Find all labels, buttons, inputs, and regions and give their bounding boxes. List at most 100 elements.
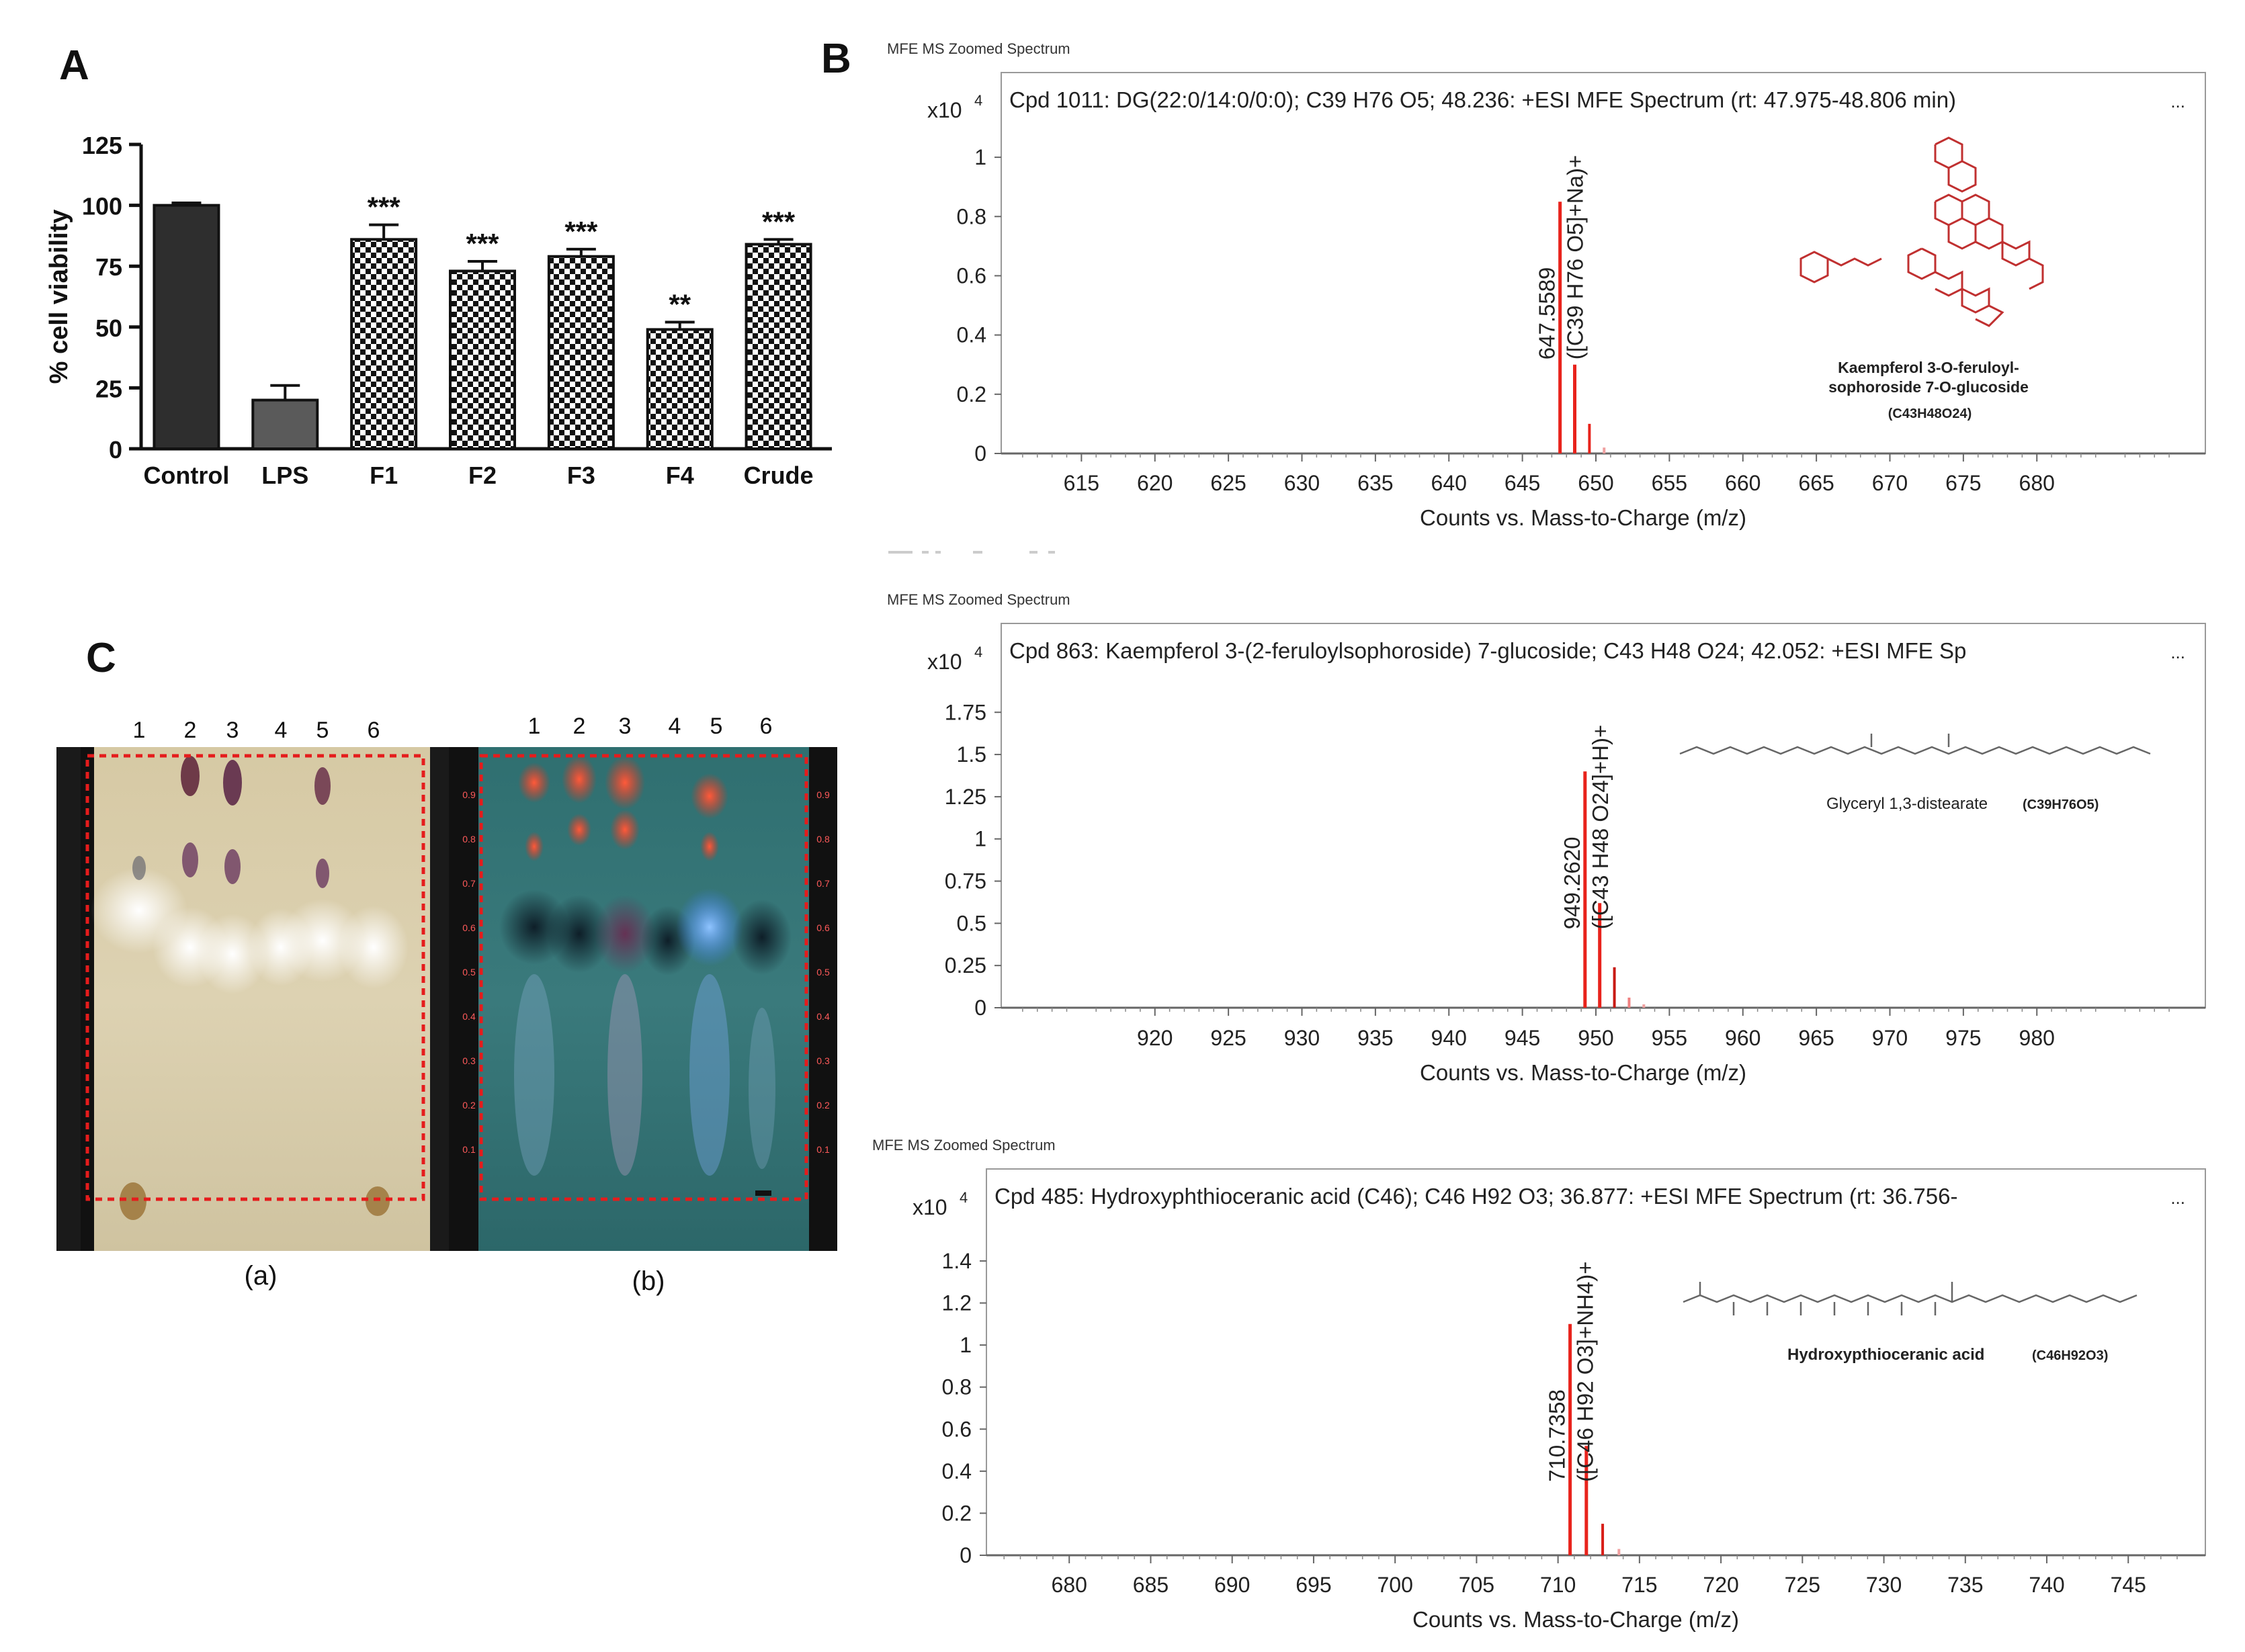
peak-mz-label: 710.7358 [1545,1389,1570,1482]
y-tick-label: 1.25 [945,785,986,809]
rf-label-left: 0.6 [462,922,476,933]
y-tick-label: 0 [974,441,986,466]
compound-formula: (C46H92O3) [2032,1348,2108,1363]
tlc-a-spots [91,756,409,1220]
ms-spectrum-2: MFE MS Zoomed Spectrum Cpd 863: Kaempfero… [887,591,2206,1085]
compound-name-line1: Kaempferol 3-O-feruloyl- [1838,359,2019,376]
peak-mz-label: 949.2620 [1560,837,1584,930]
y-tick-label: 0.8 [942,1375,972,1399]
x-tick-label: 740 [2029,1573,2064,1597]
bar-lps [251,398,319,451]
spectrum-header: MFE MS Zoomed Spectrum [872,1137,1056,1154]
faint-separator-marks [888,551,1055,554]
lane-label-b: 6 [760,713,773,739]
peak-ion-label: ([C46 H92 O3]+NH4)+ [1573,1261,1598,1481]
spectrum-title: Cpd 863: Kaempferol 3-(2-feruloylsophoro… [1009,638,1966,663]
x-tick-label: 625 [1210,471,1246,495]
compound-formula: (C39H76O5) [2023,797,2099,812]
tlc-plates: 0.9 0.9 0.8 0.8 0.7 0.7 0.6 0.6 0.5 0.5 0.4 0.4 0.3 0… [56,713,837,1296]
peak-mz-label: 647.5589 [1535,267,1560,360]
x-tick-label: 630 [1284,471,1320,495]
x-axis-label: Counts vs. Mass-to-Charge (m/z) [1412,1607,1739,1632]
y-tick-label: 1 [974,827,986,851]
x-tick-label: F2 [468,462,497,489]
bar-f4 [646,328,714,451]
lane-label-a: 3 [226,718,239,743]
scale-label: x10 [927,98,962,122]
rf-label-left: 0.5 [462,967,476,977]
scale-exponent: 4 [974,644,982,660]
x-tick-label: F3 [567,462,595,489]
lane-label-a: 5 [316,718,329,743]
x-tick-label: Control [143,462,229,489]
y-tick-label: 0 [974,996,986,1020]
y-tick-label: 1 [960,1333,972,1357]
x-tick-label: 940 [1431,1026,1467,1050]
y-tick-label: 75 [95,253,122,281]
compound-name: Glyceryl 1,3-distearate [1826,795,1988,813]
compound-name-line2: sophoroside 7-O-glucoside [1828,378,2029,396]
x-tick-label: 945 [1505,1026,1540,1050]
x-tick-label: 925 [1210,1026,1246,1050]
bar-f1 [350,238,418,450]
x-tick-label: 980 [2019,1026,2055,1050]
hydroxyphthioceranic-structure-image [1683,1282,2137,1315]
bar-f3 [547,255,615,450]
compound-name: Hydroxypthioceranic acid [1787,1346,1984,1364]
bar-control [153,204,220,450]
rf-label-left: 0.4 [462,1011,476,1022]
x-tick-label: 615 [1064,471,1099,495]
spectrum-header: MFE MS Zoomed Spectrum [887,591,1070,608]
x-tick-label: 715 [1621,1573,1657,1597]
y-tick-label: 0.6 [942,1417,972,1441]
y-tick-label: 1.2 [942,1291,972,1315]
y-tick-label: 0.2 [942,1501,972,1525]
significance-mark: *** [762,206,796,237]
significance-mark: *** [564,216,598,247]
lane-labels: 1 1 2 2 3 3 4 4 5 5 6 6 [133,713,773,743]
x-tick-label: 680 [1052,1573,1087,1597]
x-tick-label: F4 [666,462,694,489]
y-tick-label: 0 [109,436,122,464]
peak-ion-label: ([C39 H76 O5]+Na)+ [1563,155,1588,359]
y-tick-label: 1.75 [945,700,986,724]
x-tick-label: 665 [1798,471,1834,495]
rf-label-right: 0.3 [816,1055,830,1066]
y-tick-label: 0.8 [957,204,986,228]
significance-mark: ** [669,289,691,320]
y-tick-label: 0.4 [942,1459,972,1483]
x-tick-label: 960 [1725,1026,1761,1050]
x-axis-label: Counts vs. Mass-to-Charge (m/z) [1420,505,1746,530]
x-tick-label: 650 [1578,471,1613,495]
x-tick-label: 675 [1945,471,1981,495]
spectrum-title: Cpd 485: Hydroxyphthioceranic acid (C46)… [994,1184,1957,1209]
lane-label-b: 1 [528,713,541,739]
compound-formula: (C43H48O24) [1888,406,1972,421]
y-tick-label: 0.5 [957,911,986,935]
rf-label-right: 0.5 [816,967,830,977]
spectrum-header: MFE MS Zoomed Spectrum [887,40,1070,57]
lane-label-a: 2 [184,718,197,743]
rf-label-left: 0.3 [462,1055,476,1066]
y-tick-label: 1.4 [942,1249,972,1273]
y-tick-label: 1.5 [957,742,986,767]
ellipsis-menu: ... [2170,1188,2185,1208]
lane-label-a: 1 [133,718,146,743]
rf-label-right: 0.2 [816,1100,830,1111]
x-tick-label: 645 [1505,471,1540,495]
x-tick-label: 970 [1872,1026,1908,1050]
tlc-plate-b [449,747,837,1251]
x-tick-label: 935 [1357,1026,1393,1050]
x-tick-label: 680 [2019,471,2055,495]
rf-label-left: 0.8 [462,834,476,844]
lane-label-b: 5 [710,713,723,739]
peak-ion-label: ([C43 H48 O24]+H)+ [1588,725,1613,929]
y-tick-label: 0 [960,1543,972,1567]
bar-crude [745,243,812,450]
y-tick-label: 125 [82,132,122,159]
x-tick-label: 730 [1866,1573,1902,1597]
x-tick-label: 685 [1133,1573,1169,1597]
y-tick-label: 0.2 [957,382,986,406]
significance-mark: *** [368,191,401,223]
